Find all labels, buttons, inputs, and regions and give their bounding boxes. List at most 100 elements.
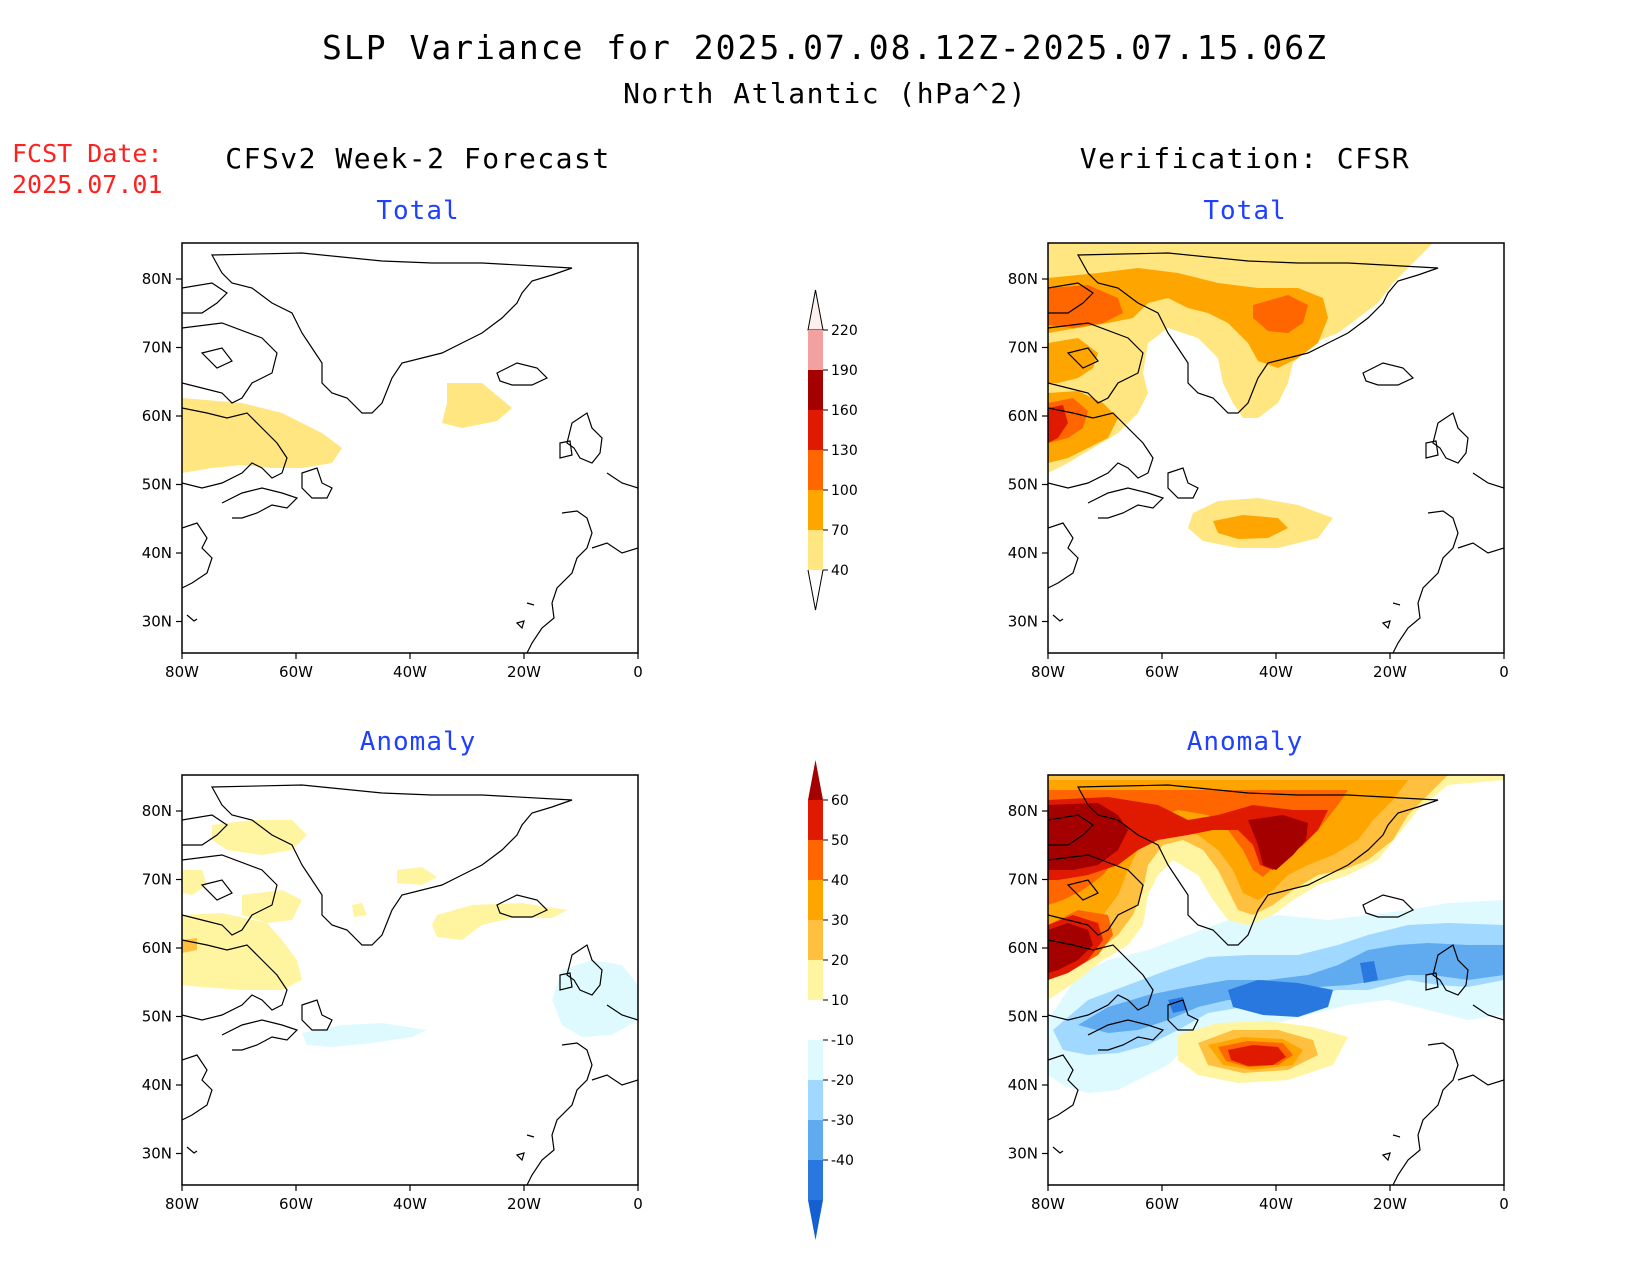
lon-tick-label: 0 <box>633 663 643 681</box>
colorbar-tick-label: -40 <box>831 1153 854 1169</box>
colorbar-band <box>808 330 823 370</box>
lat-tick-label: 30N <box>142 1145 172 1163</box>
colorbar-band <box>808 840 823 880</box>
lon-tick-label: 0 <box>1499 1195 1509 1213</box>
lat-tick-label: 60N <box>1008 407 1038 425</box>
colorbar-tick-label: 130 <box>831 443 858 459</box>
lon-tick-label: 0 <box>1499 663 1509 681</box>
figure-subtitle: North Atlantic (hPa^2) <box>623 77 1027 110</box>
lon-tick-label: 80W <box>1031 663 1065 681</box>
lon-tick-label: 40W <box>393 663 427 681</box>
lon-tick-label: 20W <box>1373 1195 1407 1213</box>
lat-tick-label: 70N <box>142 871 172 889</box>
panel-label-top-left: Total <box>376 196 459 226</box>
lon-tick-label: 20W <box>1373 663 1407 681</box>
panel-label-bottom-right: Anomaly <box>1187 727 1304 757</box>
colorbar-band <box>808 490 823 530</box>
colorbar-tick-label: 70 <box>831 523 849 539</box>
colorbar-band <box>808 370 823 410</box>
lon-tick-label: 60W <box>1145 663 1179 681</box>
colorbar-total: 220 190 160 130 100 70 40 <box>807 289 858 611</box>
colorbar-band <box>808 960 823 1000</box>
colorbar-band <box>808 1040 823 1080</box>
lat-tick-label: 70N <box>142 339 172 357</box>
lat-tick-label: 70N <box>1008 339 1038 357</box>
lon-tick-label: 0 <box>633 1195 643 1213</box>
lon-tick-label: 20W <box>507 1195 541 1213</box>
lat-tick-label: 80N <box>1008 802 1038 820</box>
colorbar-band <box>808 880 823 920</box>
colorbar-arrow-bottom <box>808 1200 823 1240</box>
colorbar-tick-label: 10 <box>831 993 849 1009</box>
lat-tick-label: 50N <box>142 476 172 494</box>
colorbar-tick-label: 50 <box>831 833 849 849</box>
lon-tick-label: 40W <box>1259 1195 1293 1213</box>
lat-tick-label: 70N <box>1008 871 1038 889</box>
colorbar-arrow-top <box>808 760 823 800</box>
lon-tick-label: 80W <box>165 663 199 681</box>
lat-tick-label: 60N <box>1008 939 1038 957</box>
map-forecast-anomaly <box>181 774 639 1186</box>
lon-tick-label: 80W <box>165 1195 199 1213</box>
colorbar-tick-label: 60 <box>831 793 849 809</box>
axis-ticks: 80N 70N 60N 50N 40N 30N 80W 60W 40W 20W 0 80N 70N 60N… <box>142 270 1509 1213</box>
lat-tick-label: 50N <box>142 1008 172 1026</box>
lon-tick-label: 40W <box>393 1195 427 1213</box>
lat-tick-label: 60N <box>142 939 172 957</box>
colorbar-tick-label: 20 <box>831 953 849 969</box>
colorbar-arrow-bottom <box>807 569 824 611</box>
colorbar-anomaly: 60 50 40 30 20 10 -10 -20 -30 -40 <box>808 760 854 1240</box>
lat-tick-label: 30N <box>1008 613 1038 631</box>
lon-tick-label: 20W <box>507 663 541 681</box>
map-forecast-total <box>181 242 639 654</box>
colorbar-band <box>808 530 823 570</box>
lon-tick-label: 40W <box>1259 663 1293 681</box>
lon-tick-label: 60W <box>1145 1195 1179 1213</box>
colorbar-band <box>808 800 823 840</box>
lon-tick-label: 60W <box>279 1195 313 1213</box>
lat-tick-label: 40N <box>142 544 172 562</box>
panel-label-top-right: Total <box>1203 196 1286 226</box>
lon-tick-label: 60W <box>279 663 313 681</box>
left-column-title: CFSv2 Week-2 Forecast <box>225 142 611 175</box>
colorbar-band <box>808 1120 823 1160</box>
lat-tick-label: 80N <box>1008 270 1038 288</box>
colorbar-tick-label: 40 <box>831 563 849 579</box>
lat-tick-label: 50N <box>1008 1008 1038 1026</box>
colorbar-tick-label: -30 <box>831 1113 854 1129</box>
colorbar-tick-label: -20 <box>831 1073 854 1089</box>
contour-40-70 <box>442 383 512 428</box>
fcst-date-value: 2025.07.01 <box>12 170 163 199</box>
colorbar-band <box>808 1000 823 1040</box>
colorbar-band <box>808 1160 823 1200</box>
lat-tick-label: 80N <box>142 270 172 288</box>
lat-tick-label: 80N <box>142 802 172 820</box>
colorbar-arrow-top <box>807 289 824 331</box>
colorbar-band <box>808 920 823 960</box>
lat-tick-label: 40N <box>1008 544 1038 562</box>
lon-tick-label: 80W <box>1031 1195 1065 1213</box>
panel-label-bottom-left: Anomaly <box>360 727 477 757</box>
right-column-title: Verification: CFSR <box>1080 142 1410 175</box>
map-verification-total <box>1047 242 1505 654</box>
map-verification-anomaly <box>1047 774 1505 1186</box>
colorbar-band <box>808 410 823 450</box>
colorbar-tick-label: 190 <box>831 363 858 379</box>
colorbar-band <box>808 1080 823 1120</box>
lat-tick-label: 40N <box>142 1076 172 1094</box>
lat-tick-label: 30N <box>1008 1145 1038 1163</box>
colorbar-tick-label: 30 <box>831 913 849 929</box>
lat-tick-label: 50N <box>1008 476 1038 494</box>
contour-40-70 <box>182 398 342 473</box>
lat-tick-label: 30N <box>142 613 172 631</box>
lat-tick-label: 40N <box>1008 1076 1038 1094</box>
lat-tick-label: 60N <box>142 407 172 425</box>
colorbar-tick-label: 220 <box>831 323 858 339</box>
colorbar-tick-label: -10 <box>831 1033 854 1049</box>
colorbar-tick-label: 40 <box>831 873 849 889</box>
colorbar-tick-label: 100 <box>831 483 858 499</box>
colorbar-band <box>808 450 823 490</box>
fcst-date-label: FCST Date: <box>12 139 163 168</box>
figure-title: SLP Variance for 2025.07.08.12Z-2025.07.… <box>322 28 1328 67</box>
